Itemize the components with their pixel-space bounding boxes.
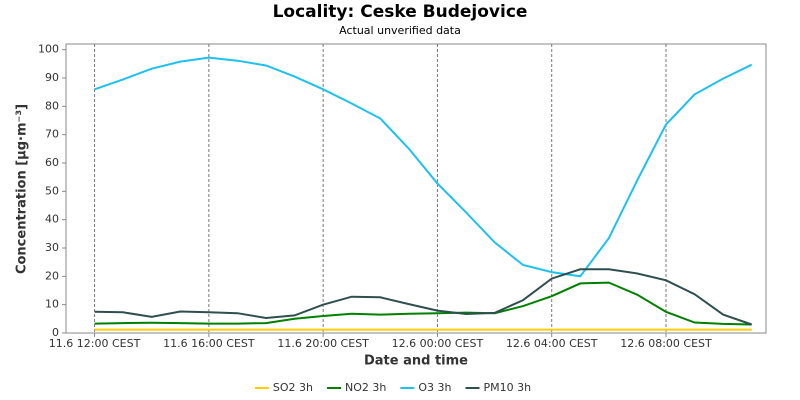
x-tick-label: 11.6 16:00 CEST xyxy=(163,337,255,350)
x-tick-label: 12.6 04:00 CEST xyxy=(506,337,598,350)
x-tick-label: 12.6 08:00 CEST xyxy=(620,337,712,350)
legend-label: SO2 3h xyxy=(273,381,313,394)
y-tick-label: 0 xyxy=(52,326,59,339)
y-axis-title: Concentration [µg·m⁻³] xyxy=(15,104,30,274)
y-tick-label: 70 xyxy=(45,128,59,141)
x-axis-title: Date and time xyxy=(364,354,468,369)
y-tick-label: 60 xyxy=(45,156,59,169)
y-tick-label: 50 xyxy=(45,184,59,197)
x-tick-label: 11.6 20:00 CEST xyxy=(277,337,369,350)
y-tick-label: 10 xyxy=(45,298,59,311)
legend-label: PM10 3h xyxy=(484,381,532,394)
plot-frame xyxy=(65,43,767,334)
series-line xyxy=(94,56,753,278)
y-tick-label: 100 xyxy=(38,43,59,56)
series-line xyxy=(94,268,753,326)
series-line xyxy=(94,281,752,326)
legend-label: O3 3h xyxy=(418,381,451,394)
legend-label: NO2 3h xyxy=(345,381,386,394)
y-tick-label: 40 xyxy=(45,213,59,226)
x-tick-label: 12.6 00:00 CEST xyxy=(392,337,484,350)
y-tick-label: 90 xyxy=(45,71,59,84)
y-tick-label: 30 xyxy=(45,241,59,254)
y-tick-label: 20 xyxy=(45,269,59,282)
chart-subtitle: Actual unverified data xyxy=(339,24,461,37)
chart-title: Locality: Ceske Budejovice xyxy=(273,2,528,22)
y-tick-label: 80 xyxy=(45,99,59,112)
x-tick-label: 11.6 12:00 CEST xyxy=(49,337,141,350)
